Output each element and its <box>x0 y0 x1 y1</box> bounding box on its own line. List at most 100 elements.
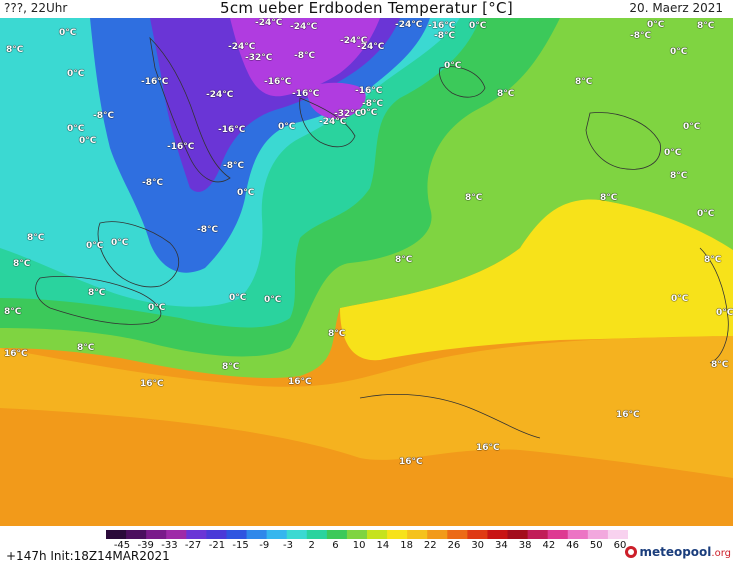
scale-color-segment <box>206 530 227 539</box>
temperature-label: 0°C <box>697 209 715 219</box>
temperature-label: -24°C <box>255 18 283 28</box>
scale-tick-label: 26 <box>447 540 461 551</box>
scale-color-segment <box>507 530 529 539</box>
scale-color-segment <box>146 530 167 539</box>
valid-time-label: ???, 22Uhr <box>4 1 68 15</box>
temperature-label: 0°C <box>67 124 85 134</box>
scale-color-segment <box>527 530 549 539</box>
scale-tick-label: 42 <box>542 540 556 551</box>
temperature-label: 8°C <box>697 21 715 31</box>
temperature-label: 0°C <box>229 293 247 303</box>
scale-color-segment <box>306 530 328 539</box>
scale-tick-label: 50 <box>589 540 603 551</box>
scale-color-segment <box>166 530 187 539</box>
coastline-north <box>149 36 231 183</box>
scale-color-segment <box>607 530 628 539</box>
magenta-coldest-area <box>230 18 380 97</box>
temperature-label: 0°C <box>278 122 296 132</box>
color-scale-bar <box>106 530 628 539</box>
scale-color-segment <box>126 530 147 539</box>
logo-name: meteopool <box>639 545 712 559</box>
temperature-label: 8°C <box>670 171 688 181</box>
scale-color-segment <box>387 530 408 539</box>
temperature-label: -16°C <box>218 125 246 135</box>
coastline-east-island <box>585 112 661 170</box>
temperature-label: 0°C <box>360 108 378 118</box>
temperature-label: -24°C <box>228 42 256 52</box>
scale-tick-label: 46 <box>566 540 579 551</box>
temperature-label: 0°C <box>59 28 77 38</box>
temperature-label: 0°C <box>671 294 689 304</box>
temperature-label: 16°C <box>476 443 500 453</box>
scale-tick-label: 30 <box>471 540 485 551</box>
scale-color-segment <box>567 530 589 539</box>
map-title: 5cm ueber Erdboden Temperatur [°C] <box>220 0 513 17</box>
coastline-southwest <box>35 276 162 325</box>
scale-color-segment <box>587 530 609 539</box>
scale-color-segment <box>266 530 288 539</box>
temperature-label: -8°C <box>434 31 456 41</box>
scale-tick-label: -9 <box>259 540 270 551</box>
temperature-label: -8°C <box>197 225 219 235</box>
scale-tick-label: -33 <box>161 540 178 551</box>
scale-tick-label: -21 <box>208 540 226 551</box>
yellow-plain-area <box>340 198 733 361</box>
temperature-label: -32°C <box>245 53 273 63</box>
magenta-cold-spot <box>305 82 366 120</box>
meteopool-logo[interactable]: meteopool.org <box>625 545 731 559</box>
scale-tick-label: 10 <box>352 540 366 551</box>
temperature-label: 0°C <box>716 308 733 318</box>
temperature-label: 8°C <box>704 255 722 265</box>
temperature-label: 16°C <box>288 377 312 387</box>
temperature-label: 0°C <box>111 238 129 248</box>
scale-color-segment <box>427 530 448 539</box>
footer: -45 -39 -33 -27 -21 -15 -9 -3 2 6 10 14 18 22 26 30 34 38… <box>0 526 733 566</box>
coastline-islands <box>439 66 486 98</box>
scale-color-segment <box>367 530 388 539</box>
temperature-label: -16°C <box>428 21 456 31</box>
temperature-label: 16°C <box>399 457 423 467</box>
temperature-label: 8°C <box>13 259 31 269</box>
scale-tick-label: 6 <box>332 540 339 551</box>
temperature-label: 8°C <box>222 362 240 372</box>
scale-tick-label: 38 <box>518 540 532 551</box>
temperature-label: -8°C <box>93 111 115 121</box>
scale-color-segment <box>487 530 509 539</box>
temperature-label: 8°C <box>711 360 729 370</box>
temperature-label: 0°C <box>670 47 688 57</box>
run-info-label: +147h Init:18Z14MAR2021 <box>6 549 170 563</box>
temperature-label: -24°C <box>395 20 423 30</box>
scale-color-segment <box>447 530 468 539</box>
scale-tick-label: -3 <box>283 540 293 551</box>
temperature-label: -16°C <box>167 142 195 152</box>
mid-temperature-band <box>0 336 733 478</box>
temperature-label: 8°C <box>4 307 22 317</box>
scale-color-segment <box>226 530 248 539</box>
scale-tick-label: -15 <box>232 540 249 551</box>
header: ???, 22Uhr 5cm ueber Erdboden Temperatur… <box>0 0 733 18</box>
temperature-label: 0°C <box>683 122 701 132</box>
coastline-peninsula <box>97 221 180 288</box>
temperature-label: -24°C <box>340 36 368 46</box>
temperature-label: 8°C <box>6 45 24 55</box>
temperature-label: -8°C <box>630 31 652 41</box>
coastline-arctic <box>299 97 356 148</box>
temperature-label: -8°C <box>362 99 384 109</box>
temperature-label: -8°C <box>223 161 245 171</box>
scale-tick-label: -39 <box>137 540 154 551</box>
temperature-label: 8°C <box>77 343 95 353</box>
temperature-label: 8°C <box>395 255 413 265</box>
temperature-label: 0°C <box>79 136 97 146</box>
temperature-label: 8°C <box>575 77 593 87</box>
temperature-label: 16°C <box>140 379 164 389</box>
temperature-label: 0°C <box>469 21 487 31</box>
scale-color-segment <box>467 530 488 539</box>
scale-color-segment <box>547 530 569 539</box>
scale-color-segment <box>186 530 207 539</box>
scale-tick-label: 2 <box>308 540 315 551</box>
temperature-label: -32°C <box>334 109 362 119</box>
coastline-east <box>699 247 729 364</box>
temperature-label: 0°C <box>647 20 665 30</box>
temperature-label: 8°C <box>27 233 45 243</box>
temperature-label: 8°C <box>600 193 618 203</box>
